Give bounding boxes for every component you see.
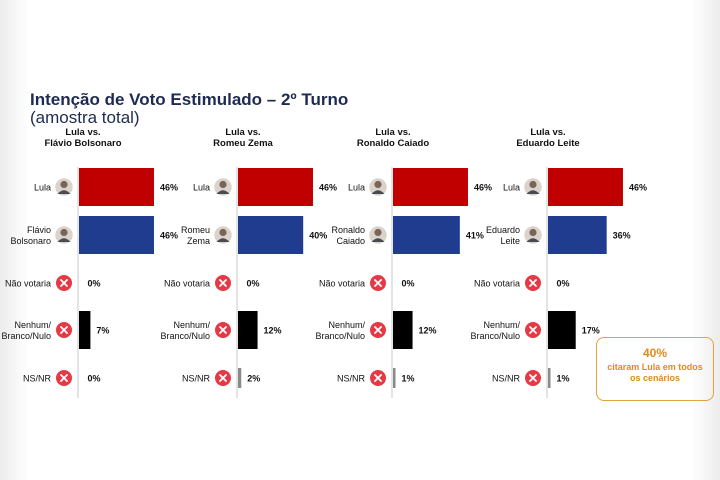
value-label: 0% <box>88 279 101 289</box>
category-label: Nenhum/Branco/Nulo <box>1 320 51 341</box>
value-label: 12% <box>264 326 282 336</box>
close-icon <box>215 275 231 291</box>
close-icon <box>215 322 231 338</box>
close-icon <box>56 370 72 386</box>
value-label: 0% <box>247 279 260 289</box>
close-icon <box>525 275 541 291</box>
value-label: 46% <box>474 183 492 193</box>
category-label: Nenhum/Branco/Nulo <box>160 320 210 341</box>
callout-value: 40% <box>642 346 668 360</box>
chart-title: Intenção de Voto Estimulado – 2º Turno <box>30 90 349 109</box>
bar <box>548 168 623 206</box>
value-label: 0% <box>557 279 570 289</box>
chart-panel: Lula vs. Flávio Bolsonaro Lula 46% Flávio Bol… <box>1 127 178 398</box>
category-label: Flávio Bolsonaro <box>10 225 51 246</box>
close-icon <box>525 322 541 338</box>
category-label: Eduardo Leite <box>486 225 520 246</box>
close-icon <box>525 370 541 386</box>
category-label: Nenhum/Branco/Nulo <box>315 320 365 341</box>
panel-title: Lula vs. Ronaldo Caiado <box>357 127 430 149</box>
lula-avatar <box>367 176 389 198</box>
value-label: 17% <box>582 326 600 336</box>
panel-title: Lula vs. Romeu Zema <box>213 127 273 149</box>
category-label: Não votaria <box>5 279 51 289</box>
bar <box>393 368 396 388</box>
bar <box>548 368 551 388</box>
bar <box>79 168 154 206</box>
candidate-avatar <box>367 224 389 246</box>
value-label: 36% <box>613 231 631 241</box>
close-icon <box>56 322 72 338</box>
bar <box>79 216 154 254</box>
close-icon <box>370 275 386 291</box>
callout-text: citaram Lula em todos os cenários <box>607 362 703 383</box>
value-label: 1% <box>557 374 570 384</box>
value-label: 0% <box>402 279 415 289</box>
panel-title: Lula vs. Flávio Bolsonaro <box>44 127 121 149</box>
lula-avatar <box>53 176 75 198</box>
close-icon <box>215 370 231 386</box>
category-label: Lula <box>34 183 51 193</box>
candidate-avatar <box>212 224 234 246</box>
bar <box>79 311 91 349</box>
category-label: NS/NR <box>23 374 52 384</box>
bar <box>238 216 304 254</box>
bar <box>238 168 313 206</box>
summary-callout: 40% citaram Lula em todos os cenários <box>596 337 714 401</box>
category-label: Não votaria <box>164 279 210 289</box>
category-label: Ronaldo Caiado <box>331 225 365 246</box>
value-label: 12% <box>419 326 437 336</box>
category-label: Romeu Zema <box>181 225 210 246</box>
bar <box>393 311 413 349</box>
lula-avatar <box>522 176 544 198</box>
category-label: Nenhum/Branco/Nulo <box>470 320 520 341</box>
category-label: Lula <box>503 183 520 193</box>
close-icon <box>370 322 386 338</box>
chart-panel: Lula vs. Eduardo Leite Lula 46% Eduardo Leite… <box>470 127 647 398</box>
panel-title: Lula vs. Eduardo Leite <box>516 127 579 149</box>
value-label: 41% <box>466 231 484 241</box>
bar <box>393 168 468 206</box>
chart-subtitle: (amostra total) <box>30 108 140 127</box>
value-label: 40% <box>309 231 327 241</box>
bar <box>238 311 258 349</box>
bar <box>548 216 607 254</box>
category-label: NS/NR <box>182 374 211 384</box>
value-label: 46% <box>160 231 178 241</box>
category-label: NS/NR <box>492 374 521 384</box>
category-label: NS/NR <box>337 374 366 384</box>
category-label: Lula <box>193 183 210 193</box>
value-label: 46% <box>319 183 337 193</box>
lula-avatar <box>212 176 234 198</box>
value-label: 46% <box>629 183 647 193</box>
close-icon <box>370 370 386 386</box>
value-label: 0% <box>88 374 101 384</box>
bar <box>238 368 242 388</box>
candidate-avatar <box>53 224 75 246</box>
candidate-avatar <box>522 224 544 246</box>
value-label: 7% <box>96 326 109 336</box>
bar <box>548 311 576 349</box>
value-label: 46% <box>160 183 178 193</box>
value-label: 2% <box>247 374 260 384</box>
category-label: Não votaria <box>319 279 365 289</box>
value-label: 1% <box>402 374 415 384</box>
close-icon <box>56 275 72 291</box>
chart-panel: Lula vs. Ronaldo Caiado Lula 46% Ronaldo Caia… <box>315 127 492 398</box>
category-label: Lula <box>348 183 365 193</box>
category-label: Não votaria <box>474 279 520 289</box>
bar <box>393 216 460 254</box>
